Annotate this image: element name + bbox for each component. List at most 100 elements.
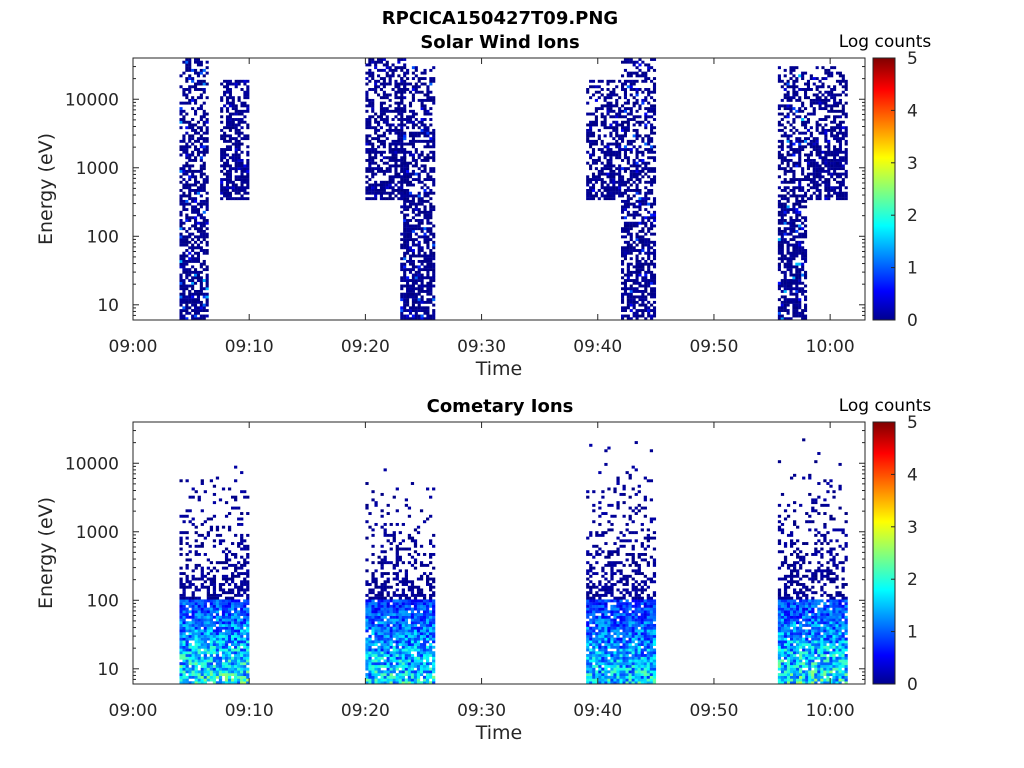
spectrogram-cell bbox=[589, 96, 593, 100]
spectrogram-cell bbox=[841, 74, 845, 78]
spectrogram-cell bbox=[632, 314, 636, 318]
spectrogram-cell bbox=[411, 131, 415, 135]
spectrogram-cell bbox=[400, 158, 404, 162]
spectrogram-cell bbox=[783, 167, 787, 171]
spectrogram-cell bbox=[182, 309, 186, 313]
spectrogram-cell bbox=[374, 569, 378, 573]
spectrogram-cell bbox=[188, 183, 192, 187]
spectrogram-cell bbox=[225, 139, 230, 143]
spectrogram-cell bbox=[397, 88, 401, 91]
spectrogram-cell bbox=[403, 314, 407, 318]
spectrogram-cell bbox=[237, 139, 241, 143]
spectrogram-cell bbox=[199, 104, 203, 108]
spectrogram-cell bbox=[815, 167, 819, 171]
spectrogram-cell bbox=[833, 66, 837, 70]
spectrogram-cell bbox=[234, 664, 238, 668]
spectrogram-cell bbox=[626, 98, 630, 102]
spectrogram-cell bbox=[194, 656, 198, 660]
spectrogram-cell bbox=[644, 199, 648, 203]
spectrogram-cell bbox=[206, 615, 210, 619]
spectrogram-cell bbox=[406, 298, 410, 302]
spectrogram-cell bbox=[377, 134, 381, 138]
spectrogram-cell bbox=[623, 109, 627, 113]
spectrogram-cell bbox=[414, 150, 418, 154]
spectrogram-cell bbox=[833, 118, 837, 121]
spectrogram-cell bbox=[182, 298, 186, 302]
spectrogram-cell bbox=[377, 93, 381, 97]
spectrogram-cell bbox=[600, 180, 604, 184]
spectrogram-cell bbox=[652, 150, 657, 154]
spectrogram-cell bbox=[830, 134, 834, 138]
spectrogram-cell bbox=[414, 317, 418, 321]
spectrogram-cell bbox=[809, 153, 813, 157]
spectrogram-cell bbox=[185, 66, 189, 70]
spectrogram-cell bbox=[237, 120, 241, 124]
spectrogram-cell bbox=[191, 197, 195, 201]
spectrogram-cell bbox=[618, 112, 622, 116]
spectrogram-cell bbox=[408, 104, 413, 108]
spectrogram-cell bbox=[200, 662, 204, 666]
spectrogram-cell bbox=[804, 71, 808, 75]
spectrogram-cell bbox=[221, 588, 226, 592]
spectrogram-cell bbox=[371, 158, 375, 162]
spectrogram-cell bbox=[234, 640, 238, 644]
spectrogram-cell bbox=[209, 675, 214, 679]
spectrogram-cell bbox=[224, 634, 229, 638]
spectrogram-cell bbox=[179, 593, 183, 597]
spectrogram-cell bbox=[221, 618, 226, 622]
spectrogram-cell bbox=[432, 265, 436, 269]
spectrogram-cell bbox=[203, 637, 207, 641]
spectrogram-cell bbox=[234, 118, 238, 121]
spectrogram-cell bbox=[420, 295, 424, 299]
spectrogram-cell bbox=[179, 479, 183, 483]
spectrogram-cell bbox=[179, 180, 183, 184]
spectrogram-cell bbox=[205, 235, 209, 239]
spectrogram-cell bbox=[632, 180, 636, 184]
spectrogram-cell bbox=[792, 131, 796, 135]
spectrogram-cell bbox=[632, 158, 636, 162]
spectrogram-cell bbox=[182, 615, 186, 619]
spectrogram-cell bbox=[621, 306, 625, 310]
spectrogram-cell bbox=[240, 150, 244, 154]
spectrogram-cell bbox=[182, 183, 186, 187]
spectrogram-cell bbox=[191, 574, 195, 578]
spectrogram-cell bbox=[200, 640, 204, 644]
spectrogram-cell bbox=[215, 629, 220, 633]
spectrogram-cell bbox=[629, 309, 633, 313]
spectrogram-cell bbox=[377, 656, 381, 660]
spectrogram-cell bbox=[374, 60, 378, 64]
spectrogram-cell bbox=[388, 74, 392, 78]
ion-burst bbox=[586, 79, 622, 201]
spectrogram-cell bbox=[603, 104, 607, 108]
spectrogram-cell bbox=[243, 90, 247, 94]
spectrogram-cell bbox=[377, 128, 381, 132]
spectrogram-cell bbox=[234, 498, 238, 502]
spectrogram-cell bbox=[638, 115, 642, 119]
spectrogram-cell bbox=[792, 191, 796, 195]
spectrogram-cell bbox=[795, 292, 799, 296]
spectrogram-cell bbox=[403, 180, 407, 184]
spectrogram-cell bbox=[644, 77, 648, 81]
spectrogram-cell bbox=[618, 164, 622, 168]
spectrogram-cell bbox=[185, 148, 189, 151]
spectrogram-cell bbox=[612, 109, 616, 113]
spectrogram-cell bbox=[202, 287, 206, 291]
spectrogram-cell bbox=[237, 134, 241, 138]
spectrogram-cell bbox=[206, 623, 210, 627]
spectrogram-cell bbox=[818, 79, 822, 83]
spectrogram-cell bbox=[815, 150, 819, 154]
spectrogram-cell bbox=[206, 599, 210, 603]
spectrogram-cell bbox=[586, 139, 590, 143]
spectrogram-cell bbox=[394, 164, 398, 168]
spectrogram-cell bbox=[652, 224, 657, 228]
spectrogram-cell bbox=[795, 199, 799, 203]
spectrogram-cell bbox=[426, 235, 430, 239]
spectrogram-cell bbox=[206, 558, 210, 562]
spectrogram-cell bbox=[212, 591, 217, 595]
spectrogram-cell bbox=[626, 317, 630, 321]
spectrogram-cell bbox=[812, 178, 816, 182]
spectrogram-cell bbox=[414, 300, 418, 304]
spectrogram-cell bbox=[798, 311, 802, 315]
spectrogram-cell bbox=[801, 186, 805, 190]
spectrogram-cell bbox=[382, 120, 386, 124]
